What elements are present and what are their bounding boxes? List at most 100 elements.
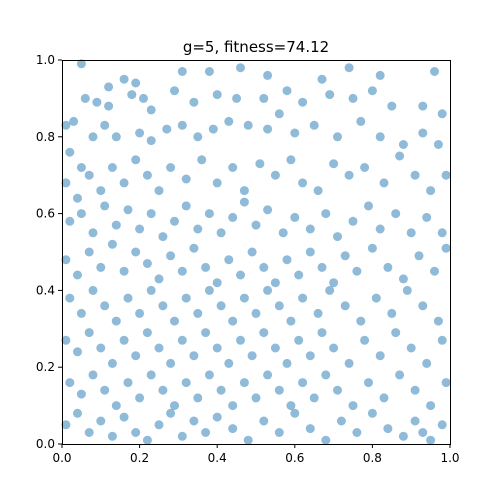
data-point	[290, 212, 300, 222]
data-point	[181, 293, 191, 303]
data-point	[65, 293, 75, 303]
data-point	[375, 224, 385, 234]
y-tick-label: 0.4	[36, 283, 55, 297]
data-point	[146, 105, 156, 115]
data-point	[309, 120, 319, 130]
x-tick-label: 1.0	[440, 451, 459, 465]
data-point	[76, 209, 86, 219]
data-point	[65, 378, 75, 388]
data-point	[142, 435, 152, 445]
data-point	[239, 378, 249, 388]
data-point	[166, 358, 176, 368]
data-point	[379, 178, 389, 188]
data-point	[189, 416, 199, 426]
data-point	[259, 328, 269, 338]
x-tick-label: 0.4	[208, 451, 227, 465]
data-point	[329, 278, 339, 288]
data-point	[65, 216, 75, 226]
data-point	[333, 232, 342, 242]
data-point	[239, 293, 249, 303]
data-point	[329, 159, 339, 169]
data-point	[135, 224, 145, 234]
data-point	[193, 393, 203, 403]
data-point	[236, 270, 245, 280]
data-point	[193, 224, 203, 234]
data-point	[437, 109, 447, 119]
data-point	[154, 274, 164, 284]
data-point	[398, 140, 408, 149]
data-point	[100, 201, 110, 211]
data-point	[414, 251, 424, 261]
data-point	[154, 420, 164, 430]
data-point	[263, 370, 273, 380]
data-point	[395, 151, 405, 161]
data-point	[441, 378, 451, 388]
data-point	[181, 174, 191, 184]
data-point	[375, 132, 385, 142]
data-point	[398, 274, 408, 284]
data-point	[111, 316, 121, 326]
data-point	[146, 370, 156, 380]
data-point	[131, 78, 141, 88]
data-point	[232, 93, 242, 103]
data-point	[224, 255, 234, 265]
data-point	[146, 285, 156, 295]
data-point	[406, 343, 416, 353]
data-point	[410, 170, 420, 180]
data-point	[61, 178, 71, 188]
data-point	[88, 228, 98, 238]
data-point	[340, 251, 350, 261]
data-point	[84, 170, 94, 180]
data-point	[348, 401, 358, 411]
data-point	[127, 90, 137, 100]
data-point	[170, 86, 179, 96]
data-point	[313, 186, 323, 196]
data-point	[119, 335, 129, 345]
x-tick-label: 0.2	[130, 451, 149, 465]
data-point	[433, 316, 443, 326]
data-point	[181, 378, 191, 388]
data-point	[216, 301, 226, 311]
data-point	[305, 424, 315, 434]
data-point	[228, 401, 238, 411]
data-point	[402, 285, 412, 295]
data-point	[107, 358, 117, 368]
data-point	[73, 408, 82, 418]
data-point	[294, 270, 304, 280]
data-point	[236, 335, 245, 345]
data-point	[270, 278, 280, 288]
y-tick-label: 0.0	[36, 437, 55, 451]
data-point	[422, 358, 432, 368]
data-point	[236, 63, 245, 73]
data-point	[119, 178, 129, 188]
data-point	[251, 308, 261, 318]
data-point	[305, 351, 315, 361]
data-point	[177, 120, 187, 130]
data-point	[410, 385, 420, 395]
data-point	[383, 262, 393, 272]
data-point	[104, 82, 114, 92]
data-point	[204, 67, 214, 76]
data-point	[201, 428, 211, 437]
data-point	[418, 101, 428, 111]
data-point	[286, 155, 296, 165]
data-point	[123, 293, 133, 303]
data-point	[437, 228, 447, 238]
data-point	[139, 93, 148, 103]
data-point	[92, 97, 102, 107]
y-tick-label: 0.6	[36, 207, 55, 221]
data-point	[84, 328, 94, 338]
data-point	[333, 385, 342, 395]
data-point	[76, 59, 86, 69]
data-point	[263, 124, 273, 134]
x-tick-label: 0.6	[285, 451, 304, 465]
data-point	[325, 285, 335, 295]
data-point	[158, 301, 168, 311]
data-point	[290, 128, 300, 138]
data-point	[344, 170, 354, 180]
data-point	[387, 308, 397, 318]
data-point	[259, 93, 269, 103]
data-point	[247, 247, 257, 257]
data-point	[119, 74, 129, 84]
data-point	[228, 424, 238, 434]
